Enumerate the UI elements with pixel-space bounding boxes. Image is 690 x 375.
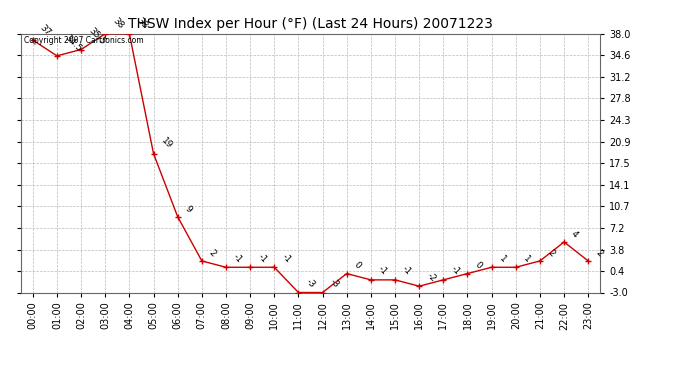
Text: 1: 1 (497, 254, 508, 264)
Text: 0: 0 (353, 260, 363, 271)
Text: -2: -2 (425, 271, 437, 284)
Text: 4: 4 (570, 229, 580, 239)
Title: THSW Index per Hour (°F) (Last 24 Hours) 20071223: THSW Index per Hour (°F) (Last 24 Hours)… (128, 17, 493, 31)
Text: -3: -3 (304, 277, 317, 290)
Text: 38: 38 (111, 16, 126, 31)
Text: Copyright 2007 Cartronics.com: Copyright 2007 Cartronics.com (23, 36, 144, 45)
Text: -1: -1 (232, 252, 244, 264)
Text: 9: 9 (184, 204, 194, 214)
Text: -1: -1 (449, 264, 462, 277)
Text: 2: 2 (208, 248, 218, 258)
Text: 37: 37 (39, 23, 53, 37)
Text: -1: -1 (256, 252, 268, 264)
Text: -1: -1 (401, 264, 413, 277)
Text: -1: -1 (377, 264, 389, 277)
Text: 19: 19 (159, 136, 174, 151)
Text: 1: 1 (522, 254, 532, 264)
Text: 0: 0 (473, 260, 484, 271)
Text: 2: 2 (546, 248, 556, 258)
Text: 2: 2 (594, 248, 604, 258)
Text: 38: 38 (135, 16, 150, 31)
Text: -3: -3 (328, 277, 341, 290)
Text: 34.5: 34.5 (63, 33, 83, 53)
Text: -1: -1 (280, 252, 293, 264)
Text: 35.5: 35.5 (87, 26, 107, 47)
